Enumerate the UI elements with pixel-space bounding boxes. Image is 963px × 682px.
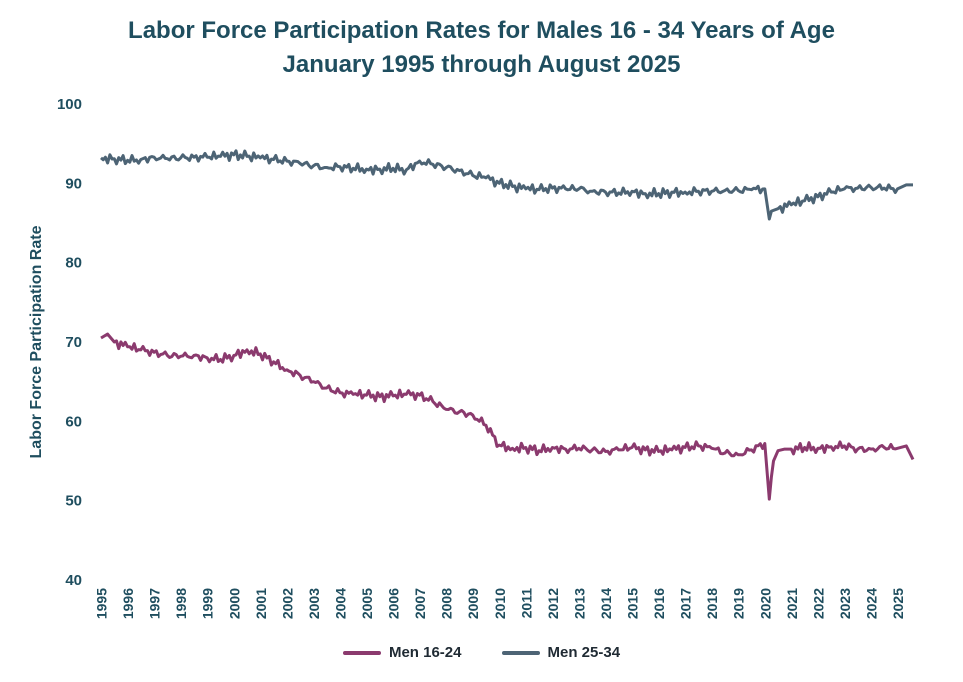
x-tick-label: 2000 — [226, 588, 242, 619]
series-lines — [100, 149, 915, 501]
x-tick-label: 2023 — [837, 588, 853, 619]
x-tick-label: 1995 — [94, 588, 110, 619]
x-tick-label: 2003 — [306, 588, 322, 619]
x-tick-label: 1998 — [173, 588, 189, 619]
y-tick-label: 90 — [65, 175, 82, 192]
x-tick-label: 1999 — [200, 588, 216, 619]
y-axis-ticks: 100 90 80 70 60 50 40 — [57, 96, 82, 589]
legend-swatch — [342, 650, 381, 655]
x-tick-label: 2004 — [332, 588, 348, 619]
x-tick-label: 2006 — [386, 588, 402, 619]
x-tick-label: 2019 — [731, 588, 747, 619]
chart-subtitle: January 1995 through August 2025 — [282, 51, 681, 78]
x-tick-label: 2017 — [678, 588, 694, 619]
x-tick-label: 2002 — [279, 588, 295, 619]
x-tick-label: 2007 — [412, 588, 428, 619]
x-tick-label: 2010 — [492, 588, 508, 619]
x-tick-label: 2009 — [465, 588, 481, 619]
legend-label: Men 25-34 — [547, 644, 621, 661]
legend-item-series-1: Men 16-24 — [342, 644, 462, 661]
legend: Men 16-24 Men 25-34 — [0, 644, 963, 661]
series-line-1 — [100, 332, 915, 501]
x-tick-label: 2001 — [253, 588, 269, 619]
x-axis-ticks: 1995 1996 1997 1998 1999 2000 2001 2002 2003 2004… — [94, 588, 907, 619]
y-tick-label: 100 — [57, 96, 82, 113]
y-tick-label: 50 — [65, 493, 82, 510]
x-tick-label: 2020 — [757, 588, 773, 619]
x-tick-label: 2012 — [545, 588, 561, 619]
x-tick-label: 2022 — [810, 588, 826, 619]
series-line-2 — [100, 149, 913, 221]
legend-item-series-2: Men 25-34 — [501, 644, 621, 661]
y-tick-label: 80 — [65, 255, 82, 272]
y-tick-label: 60 — [65, 413, 82, 430]
y-tick-label: 70 — [65, 334, 82, 351]
x-tick-label: 1996 — [120, 588, 136, 619]
x-tick-label: 2014 — [598, 588, 614, 619]
y-axis-label: Labor Force Participation Rate — [28, 225, 45, 458]
legend-swatch — [501, 650, 540, 655]
x-tick-label: 2005 — [359, 588, 375, 619]
x-tick-label: 2025 — [890, 588, 906, 619]
x-tick-label: 2013 — [571, 588, 587, 619]
x-tick-label: 2021 — [784, 588, 800, 619]
x-tick-label: 2018 — [704, 588, 720, 619]
x-tick-label: 2008 — [439, 588, 455, 619]
x-tick-label: 1997 — [147, 588, 163, 619]
x-tick-label: 2024 — [863, 588, 879, 619]
chart-title: Labor Force Participation Rates for Male… — [128, 17, 835, 44]
legend-label: Men 16-24 — [388, 644, 462, 661]
y-tick-label: 40 — [65, 572, 82, 589]
x-tick-label: 2016 — [651, 588, 667, 619]
x-tick-label: 2015 — [625, 588, 641, 619]
x-tick-label: 2011 — [518, 588, 534, 619]
